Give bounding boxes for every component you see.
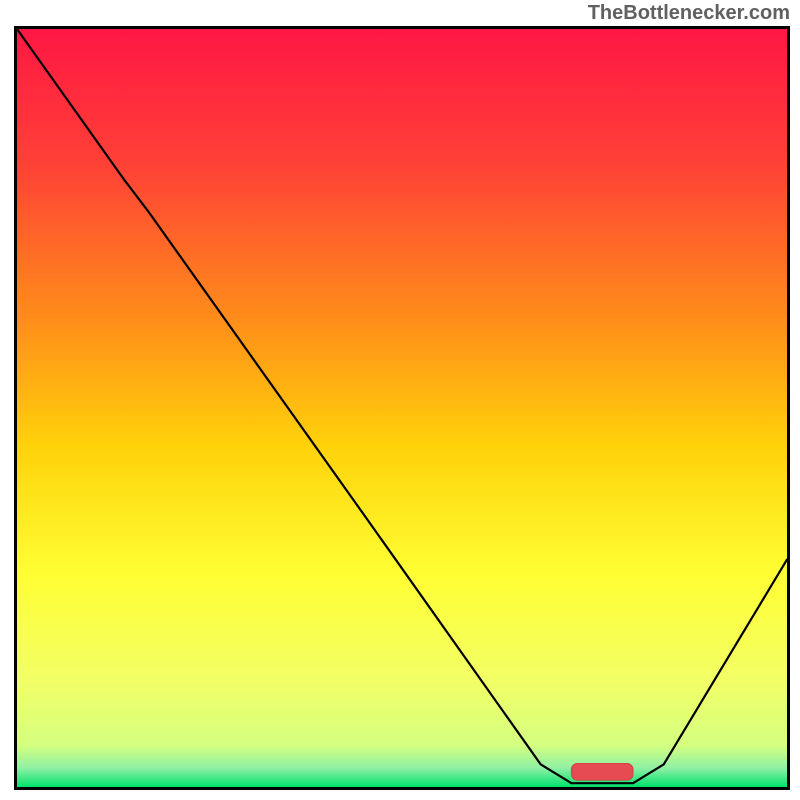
gradient-background: [17, 29, 787, 787]
optimal-marker: [571, 764, 633, 781]
bottleneck-chart: [0, 0, 800, 800]
attribution-text: TheBottlenecker.com: [588, 2, 790, 25]
chart-container: TheBottlenecker.com: [0, 0, 800, 800]
